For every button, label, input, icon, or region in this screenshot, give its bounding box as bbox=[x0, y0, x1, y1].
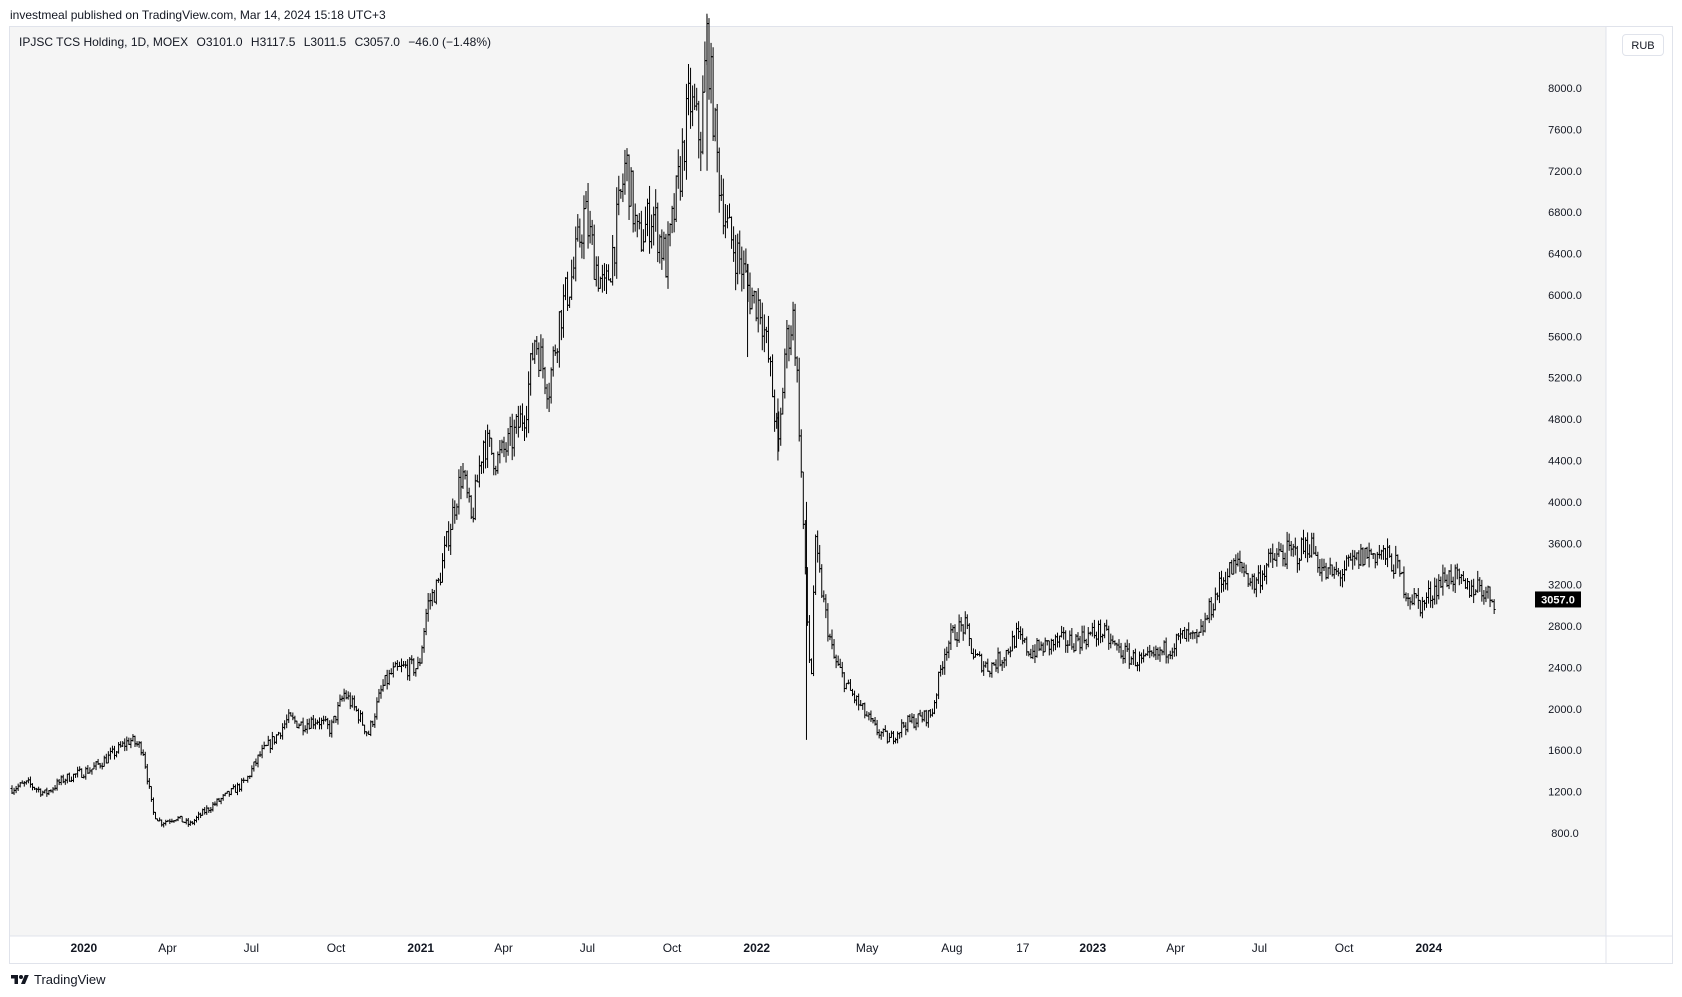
price-axis-tick: 3200.0 bbox=[1548, 580, 1582, 592]
price-change: −46.0 (−1.48%) bbox=[408, 35, 492, 49]
price-axis-tick: 6800.0 bbox=[1548, 207, 1582, 219]
ohlc-open: O3101.0 bbox=[196, 35, 243, 49]
price-axis-tick: 1600.0 bbox=[1548, 745, 1582, 757]
price-axis-tick: 800.0 bbox=[1551, 828, 1579, 840]
ohlc-close: C3057.0 bbox=[354, 35, 400, 49]
time-axis-tick: Apr bbox=[494, 941, 513, 955]
tradingview-logo-icon bbox=[11, 974, 29, 984]
price-axis-tick: 3600.0 bbox=[1548, 538, 1582, 550]
ohlc-high: H3117.5 bbox=[250, 35, 296, 49]
last-price-marker: 3057.0 bbox=[1535, 591, 1581, 608]
time-axis-tick: Oct bbox=[327, 941, 346, 955]
time-axis-tick: Oct bbox=[1335, 941, 1354, 955]
symbol-legend[interactable]: IPJSC TCS Holding, 1D, MOEX O3101.0 H311… bbox=[19, 35, 496, 49]
last-price-label: 3057.0 bbox=[1541, 594, 1575, 606]
time-axis[interactable]: 2020 Apr Jul Oct 2021 Apr Jul Oct 2022 May Aug 17 20… bbox=[70, 941, 1442, 955]
price-axis-tick: 7200.0 bbox=[1548, 166, 1582, 178]
price-axis-tick: 7600.0 bbox=[1548, 124, 1582, 136]
time-axis-tick: Apr bbox=[1166, 941, 1185, 955]
currency-button[interactable]: RUB bbox=[1622, 34, 1664, 56]
ohlc-low: L3011.5 bbox=[303, 35, 347, 49]
time-axis-tick: 2021 bbox=[407, 941, 434, 955]
symbol-name: IPJSC TCS Holding, 1D, MOEX bbox=[19, 35, 189, 49]
price-axis-tick: 4000.0 bbox=[1548, 497, 1582, 509]
price-axis-tick: 2000.0 bbox=[1548, 704, 1582, 716]
time-axis-tick: 2024 bbox=[1415, 941, 1442, 955]
time-axis-tick: 2020 bbox=[70, 941, 97, 955]
price-axis-tick: 2800.0 bbox=[1548, 621, 1582, 633]
time-axis-tick: Aug bbox=[941, 941, 962, 955]
time-axis-tick: Apr bbox=[158, 941, 177, 955]
time-axis-tick: May bbox=[856, 941, 879, 955]
price-bars bbox=[10, 13, 1496, 828]
time-axis-tick: 2022 bbox=[743, 941, 770, 955]
price-axis-tick: 5200.0 bbox=[1548, 373, 1582, 385]
footer[interactable]: TradingView bbox=[10, 972, 106, 987]
time-axis-tick: 17 bbox=[1016, 941, 1030, 955]
price-axis-tick: 5600.0 bbox=[1548, 331, 1582, 343]
time-axis-tick: Jul bbox=[1252, 941, 1267, 955]
time-axis-tick: Jul bbox=[244, 941, 259, 955]
price-axis-tick: 4400.0 bbox=[1548, 456, 1582, 468]
time-axis-tick: 2023 bbox=[1079, 941, 1106, 955]
price-axis-tick: 4800.0 bbox=[1548, 414, 1582, 426]
price-axis-tick: 6400.0 bbox=[1548, 249, 1582, 261]
plot-background bbox=[10, 27, 1606, 936]
price-axis-tick: 1200.0 bbox=[1548, 787, 1582, 799]
footer-brand: TradingView bbox=[34, 972, 106, 987]
price-axis-tick: 6000.0 bbox=[1548, 290, 1582, 302]
time-axis-tick: Jul bbox=[580, 941, 595, 955]
price-bar bbox=[1492, 599, 1496, 614]
published-line: investmeal published on TradingView.com,… bbox=[10, 8, 386, 22]
price-axis-tick: 8000.0 bbox=[1548, 83, 1582, 95]
time-axis-tick: Oct bbox=[663, 941, 682, 955]
price-axis[interactable]: 800.0 1200.0 1600.0 2000.0 2400.0 2800.0 3200.… bbox=[1548, 83, 1582, 840]
price-axis-tick: 2400.0 bbox=[1548, 662, 1582, 674]
last-price-tag bbox=[1535, 591, 1581, 608]
